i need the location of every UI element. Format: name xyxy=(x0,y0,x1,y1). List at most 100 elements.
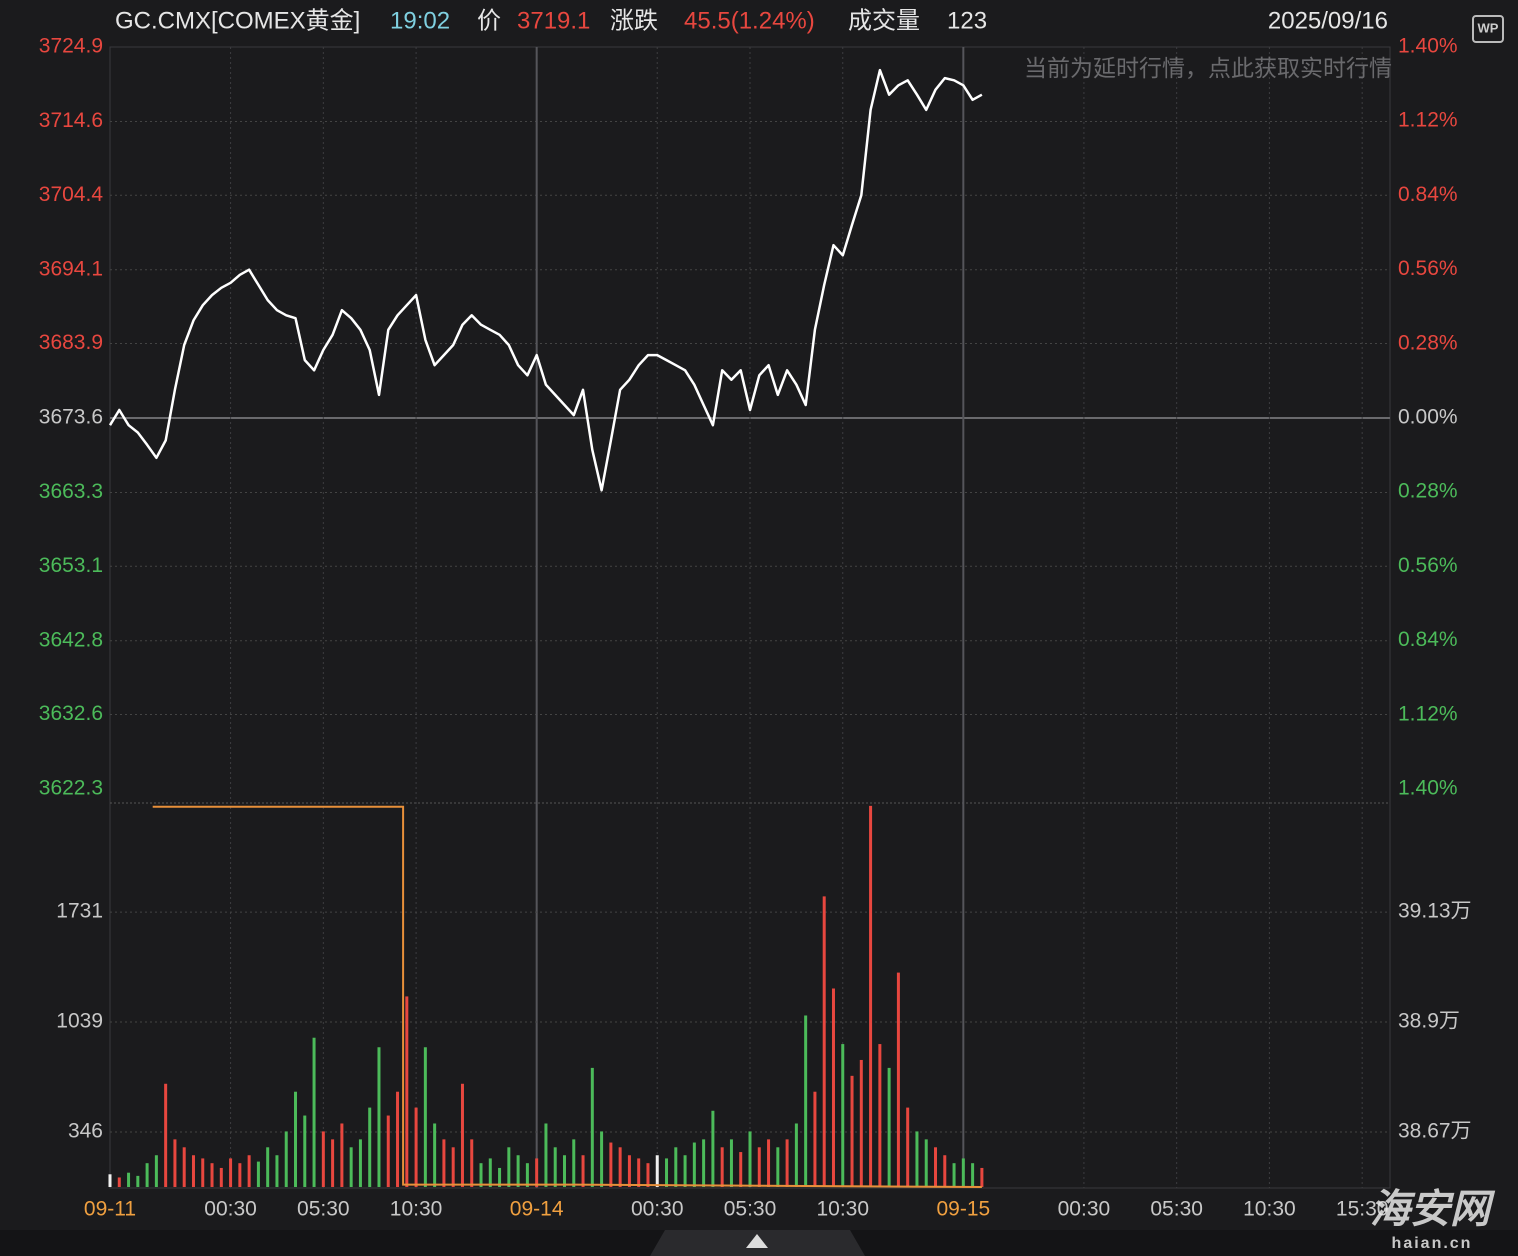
y-tick-label: 3653.1 xyxy=(39,554,103,577)
volume-bar xyxy=(516,1155,520,1187)
volume-bar xyxy=(729,1139,733,1187)
volume-bar xyxy=(915,1131,919,1187)
watermark-name: 海安网 xyxy=(1370,1188,1496,1232)
volume-bar xyxy=(247,1155,251,1187)
volume-bar xyxy=(859,1059,863,1187)
volume-bar xyxy=(553,1147,557,1187)
x-tick-label: 05:30 xyxy=(1150,1198,1203,1221)
y-tick-label: 3642.8 xyxy=(39,628,103,651)
x-tick-label: 10:30 xyxy=(390,1198,443,1221)
volume-bar xyxy=(191,1155,195,1187)
y-tick-label: 3704.4 xyxy=(39,183,104,206)
volume-bar xyxy=(646,1163,650,1187)
volume-bar xyxy=(776,1147,780,1187)
y2-tick-label: 0.00% xyxy=(1398,406,1458,429)
volume-bar xyxy=(637,1158,641,1187)
delay-notice[interactable]: 当前为延时行情，点此获取实时行情 xyxy=(1024,55,1392,81)
scroll-arrow[interactable] xyxy=(746,1234,768,1248)
x-tick-label: 09-14 xyxy=(510,1198,564,1221)
volume-label: 成交量 xyxy=(848,7,920,34)
y2-tick-label: 39.13万 xyxy=(1398,900,1472,923)
y2-tick-label: 1.12% xyxy=(1398,109,1458,132)
volume-bar xyxy=(460,1083,464,1187)
y2-tick-label: 38.67万 xyxy=(1398,1120,1472,1143)
y2-tick-label: 1.12% xyxy=(1398,702,1458,725)
volume-bar xyxy=(210,1163,214,1187)
volume-bar xyxy=(358,1139,362,1187)
price-line xyxy=(108,68,983,492)
volume-bar xyxy=(952,1163,956,1187)
volume-bar xyxy=(488,1158,492,1187)
watermark-site: haian.cn xyxy=(1392,1235,1473,1252)
volume-bar xyxy=(804,1015,808,1187)
volume-bar xyxy=(739,1152,743,1187)
y2-tick-label: 0.28% xyxy=(1398,480,1458,503)
volume-bar xyxy=(850,1075,854,1187)
volume-bar xyxy=(906,1107,910,1187)
volume-bar xyxy=(377,1047,381,1187)
volume-bar xyxy=(321,1131,325,1187)
volume-bar xyxy=(822,896,826,1187)
volume-bar xyxy=(201,1158,205,1187)
volume-bar xyxy=(757,1147,761,1187)
time: 19:02 xyxy=(390,7,450,34)
volume-bar xyxy=(767,1139,771,1187)
x-tick-label: 00:30 xyxy=(1058,1198,1111,1221)
volume-bar xyxy=(980,1167,984,1187)
volume-bar xyxy=(581,1155,585,1187)
volume-bar xyxy=(423,1047,427,1187)
volume-bar xyxy=(813,1091,817,1187)
y2-tick-label: 1.40% xyxy=(1398,35,1458,58)
volume-bar xyxy=(971,1163,975,1187)
x-tick-label: 09-15 xyxy=(936,1198,990,1221)
volume-bar xyxy=(303,1115,307,1187)
y-tick-label: 1039 xyxy=(56,1010,103,1033)
x-tick-label: 10:30 xyxy=(1243,1198,1296,1221)
volume-bar xyxy=(294,1091,298,1187)
volume-bar xyxy=(442,1139,446,1187)
volume-bar xyxy=(173,1139,177,1187)
volume-bar xyxy=(145,1163,149,1187)
symbol: GC.CMX[COMEX黄金] xyxy=(115,7,360,34)
volume-bar xyxy=(433,1123,437,1187)
wp-icon[interactable] xyxy=(1472,15,1504,43)
volume-bar xyxy=(720,1147,724,1187)
volume-bar xyxy=(590,1067,594,1187)
volume-bar xyxy=(572,1139,576,1187)
y2-tick-label: 0.56% xyxy=(1398,554,1458,577)
volume-bar xyxy=(887,1067,891,1187)
volume-bar xyxy=(368,1107,372,1187)
volume-bar xyxy=(414,1107,418,1187)
y-tick-label: 3694.1 xyxy=(39,257,103,280)
volume-bar xyxy=(961,1158,965,1187)
volume-bar xyxy=(238,1163,242,1187)
volume-bar xyxy=(674,1147,678,1187)
volume-bar xyxy=(312,1037,316,1187)
volume-bar xyxy=(405,996,409,1187)
volume-bar xyxy=(470,1139,474,1187)
volume-bar xyxy=(164,1083,168,1187)
volume-bar xyxy=(748,1131,752,1187)
volume-bar xyxy=(896,972,900,1187)
y2-tick-label: 0.84% xyxy=(1398,628,1458,651)
volume-bar xyxy=(451,1147,455,1187)
volume-bar xyxy=(943,1155,947,1187)
x-tick-label: 05:30 xyxy=(724,1198,777,1221)
volume-bar xyxy=(794,1123,798,1187)
wp-icon-text[interactable]: WP xyxy=(1478,20,1499,35)
volume-bar xyxy=(702,1139,706,1187)
volume-bar xyxy=(869,805,873,1187)
volume-bar xyxy=(618,1147,622,1187)
y-tick-label: 1731 xyxy=(56,900,103,923)
volume-bar xyxy=(934,1147,938,1187)
x-tick-label: 15:30 xyxy=(1336,1198,1389,1221)
change-label: 涨跌 xyxy=(610,7,658,34)
x-tick-label: 00:30 xyxy=(204,1198,257,1221)
volume-bar xyxy=(507,1147,511,1187)
x-tick-label: 10:30 xyxy=(816,1198,869,1221)
volume-bar xyxy=(386,1115,390,1187)
y-tick-label: 3622.3 xyxy=(39,777,103,800)
volume-bar xyxy=(136,1175,140,1187)
volume-bar xyxy=(785,1139,789,1187)
